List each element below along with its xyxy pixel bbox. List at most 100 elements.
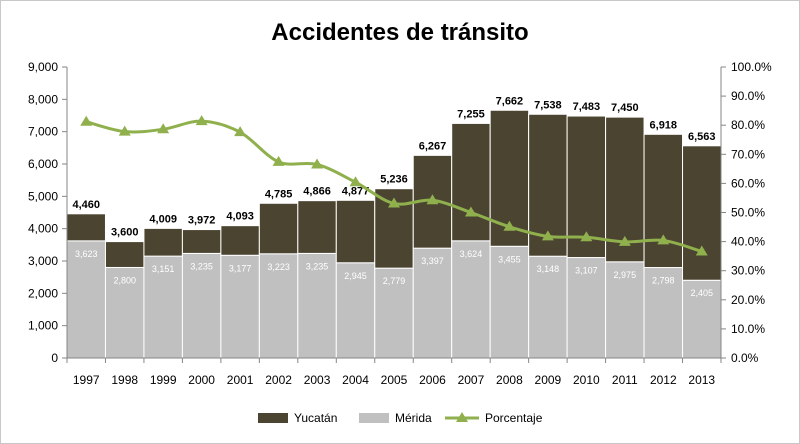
- percentage-marker: [118, 125, 131, 136]
- y2-tick-label: 40.0%: [731, 235, 765, 249]
- x-tick-label: 1998: [111, 373, 138, 387]
- merida-value-label: 3,235: [190, 261, 213, 271]
- percentage-marker: [80, 115, 93, 126]
- percentage-marker: [234, 126, 247, 137]
- merida-value-label: 3,623: [75, 249, 98, 259]
- legend-label: Porcentaje: [485, 411, 543, 425]
- legend-label: Mérida: [395, 411, 432, 425]
- labels-group: 3,623 4,460 2,800 3,600 3,151 4,009 3,235 3,972…: [72, 95, 715, 298]
- bar-yucatan: [66, 213, 106, 242]
- merida-value-label: 3,455: [498, 254, 521, 264]
- y2-tick-label: 0.0%: [731, 351, 759, 365]
- total-value-label: 4,093: [226, 211, 254, 223]
- x-tick-label: 2002: [265, 373, 292, 387]
- percentage-marker: [311, 158, 324, 169]
- total-value-label: 3,972: [188, 215, 216, 227]
- percentage-marker: [388, 197, 400, 208]
- merida-value-label: 3,624: [460, 249, 483, 259]
- percentage-marker: [272, 155, 285, 166]
- y-tick-label: 5,000: [28, 189, 58, 203]
- bar-yucatan: [143, 227, 183, 257]
- legend-item-porcentaje: Porcentaje: [445, 411, 543, 425]
- x-tick-label: 2005: [381, 373, 408, 387]
- x-tick-label: 2001: [227, 373, 254, 387]
- x-tick-label: 2012: [650, 373, 677, 387]
- x-tick-label: 2006: [419, 373, 446, 387]
- bar-merida: [643, 267, 684, 359]
- total-value-label: 5,236: [380, 174, 408, 186]
- total-value-label: 3,600: [111, 227, 139, 239]
- legend-label: Yucatán: [294, 411, 337, 425]
- merida-value-label: 2,945: [344, 271, 367, 281]
- merida-value-label: 2,405: [690, 288, 713, 298]
- y-tick-label: 4,000: [28, 222, 58, 236]
- bar-yucatan: [643, 133, 684, 269]
- total-value-label: 6,267: [419, 140, 447, 152]
- total-value-label: 4,866: [303, 186, 331, 198]
- merida-value-label: 2,779: [383, 276, 406, 286]
- merida-value-label: 3,223: [267, 262, 290, 272]
- percentage-marker: [657, 234, 670, 245]
- y2-tick-label: 50.0%: [731, 206, 765, 220]
- bar-merida: [374, 267, 414, 359]
- x-tick-label: 2011: [612, 373, 638, 387]
- total-value-label: 7,662: [496, 95, 524, 107]
- merida-value-label: 2,798: [652, 276, 675, 286]
- merida-value-label: 3,151: [152, 264, 175, 274]
- percentage-marker: [618, 235, 631, 246]
- bar-merida: [66, 240, 106, 359]
- y-tick-label: 1,000: [28, 319, 58, 333]
- bar-merida: [605, 261, 645, 359]
- x-tick-label: 2000: [188, 373, 215, 387]
- merida-value-label: 3,177: [229, 263, 252, 273]
- y-tick-label: 3,000: [28, 254, 58, 268]
- bar-yucatan: [297, 200, 337, 254]
- percentage-marker: [426, 194, 439, 205]
- total-value-label: 4,460: [72, 199, 100, 211]
- legend-item-merida: Mérida: [359, 411, 432, 425]
- y-tick-label: 8,000: [28, 92, 58, 106]
- bar-merida: [566, 257, 607, 359]
- x-tick-label: 2013: [688, 373, 715, 387]
- bar-yucatan: [181, 229, 222, 254]
- legend: Yucatán Mérida Porcentaje: [258, 411, 543, 425]
- merida-value-label: 3,107: [575, 266, 598, 276]
- legend-marker: [456, 412, 468, 422]
- merida-value-label: 3,235: [306, 261, 329, 271]
- bar-yucatan: [451, 122, 491, 242]
- bar-yucatan: [220, 225, 260, 256]
- percentage-marker: [580, 231, 593, 242]
- y-tick-label: 6,000: [28, 157, 58, 171]
- percentage-marker: [541, 230, 554, 241]
- x-tick-label: 2009: [535, 373, 562, 387]
- bar-merida: [297, 252, 337, 359]
- axes-group: 1997 1998 1999 2000 2001 2002 2003 2004 2005 2006…: [28, 60, 772, 387]
- percentage-marker: [464, 206, 477, 217]
- y2-tick-label: 100.0%: [731, 60, 772, 74]
- percentage-marker: [195, 115, 208, 126]
- merida-value-label: 3,148: [537, 264, 560, 274]
- chart-title: Accidentes de tránsito: [271, 19, 528, 46]
- merida-value-label: 2,975: [614, 270, 637, 280]
- bars-group: [66, 109, 722, 359]
- legend-swatch: [359, 413, 389, 423]
- y2-tick-label: 20.0%: [731, 293, 765, 307]
- y2-tick-label: 90.0%: [731, 89, 765, 103]
- total-value-label: 4,009: [149, 213, 177, 225]
- total-value-label: 6,563: [688, 131, 716, 143]
- percentage-marker: [157, 123, 170, 134]
- bar-yucatan: [682, 145, 722, 281]
- y2-tick-label: 60.0%: [731, 176, 765, 190]
- merida-value-label: 2,800: [113, 275, 136, 285]
- bar-merida: [412, 247, 453, 359]
- y-tick-label: 7,000: [28, 125, 58, 139]
- bar-yucatan: [104, 241, 145, 268]
- percentage-marker: [349, 176, 362, 187]
- bar-yucatan: [335, 199, 376, 264]
- bar-merida: [528, 255, 568, 359]
- total-value-label: 7,483: [573, 101, 601, 113]
- bar-yucatan: [258, 202, 299, 255]
- total-value-label: 7,450: [611, 102, 639, 114]
- total-value-label: 7,538: [534, 99, 562, 111]
